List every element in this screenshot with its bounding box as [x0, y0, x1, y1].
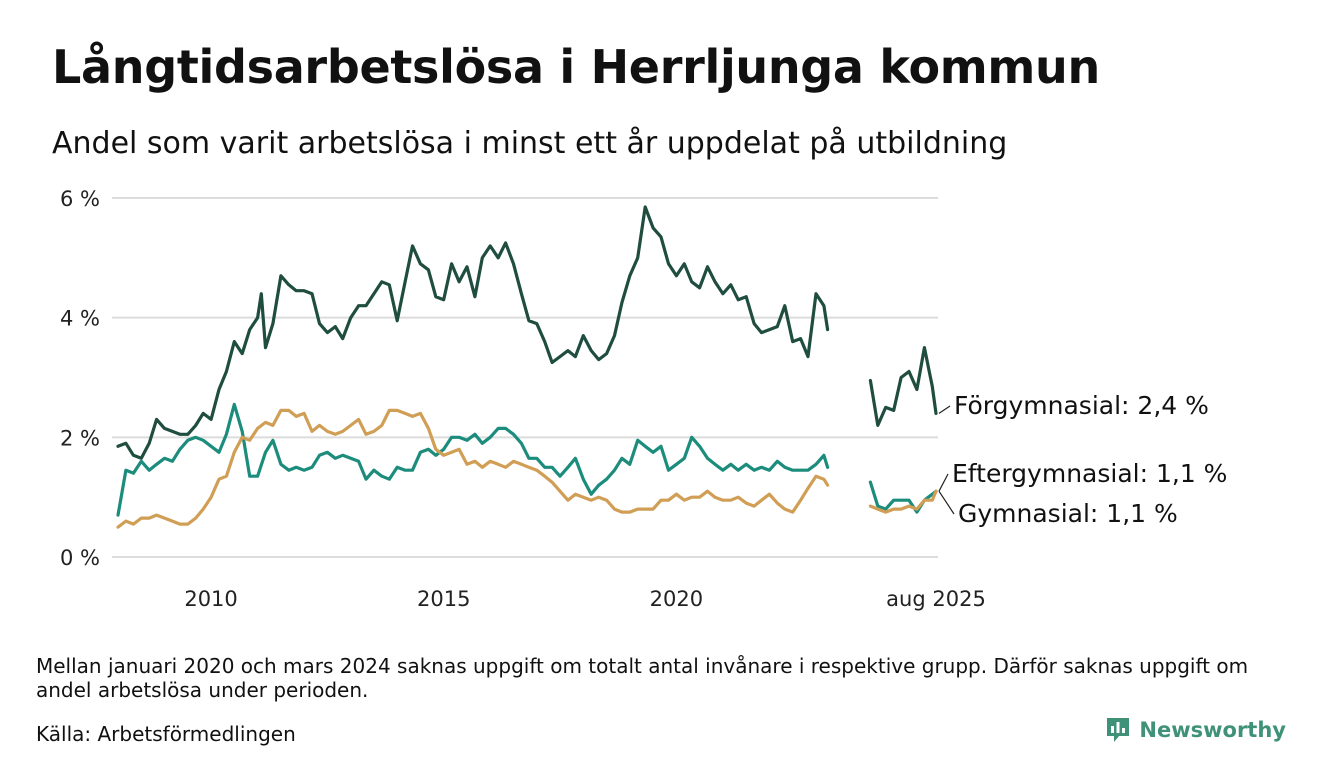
- y-axis-tick-labels: 0 % 2 % 4 % 6 %: [60, 187, 100, 570]
- series-line-eftergymnasial: [116, 402, 830, 517]
- series-line-förgymnasial: [116, 205, 830, 460]
- series-lines: [116, 205, 938, 529]
- y-tick-label: 6 %: [60, 187, 100, 211]
- y-tick-label: 2 %: [60, 426, 100, 450]
- x-tick-label: 2010: [184, 587, 237, 611]
- label-leader-line: [938, 490, 955, 515]
- series-end-label: Gymnasial: 1,1 %: [958, 499, 1178, 528]
- y-tick-label: 0 %: [60, 546, 100, 570]
- line-chart: 0 % 2 % 4 % 6 % 2010 2015 2020 aug 2025 Förgym…: [60, 187, 1227, 611]
- label-leader-line: [938, 405, 951, 414]
- x-tick-label: 2015: [417, 587, 470, 611]
- chart-subtitle: Andel som varit arbetslösa i minst ett å…: [52, 126, 1008, 161]
- series-end-label: Förgymnasial: 2,4 %: [954, 391, 1209, 420]
- series-line-eftergymnasial: [868, 480, 938, 514]
- source-credit: Källa: Arbetsförmedlingen: [36, 722, 296, 746]
- footnote: Mellan januari 2020 och mars 2024 saknas…: [36, 654, 1249, 702]
- bar-chart-icon: [1107, 718, 1130, 742]
- y-tick-label: 4 %: [60, 307, 100, 331]
- x-tick-label: 2020: [650, 587, 703, 611]
- x-axis-tick-labels: 2010 2015 2020 aug 2025: [184, 587, 985, 611]
- label-leader-line: [938, 473, 949, 492]
- x-tick-label: aug 2025: [886, 587, 986, 611]
- newsworthy-logo[interactable]: Newsworthy: [1105, 716, 1286, 744]
- series-end-label: Eftergymnasial: 1,1 %: [952, 459, 1227, 488]
- series-line-gymnasial: [116, 408, 830, 529]
- series-line-gymnasial: [868, 489, 938, 514]
- chart-title: Långtidsarbetslösa i Herrljunga kommun: [52, 40, 1100, 94]
- series-line-förgymnasial: [868, 346, 938, 427]
- gridlines: [112, 197, 938, 558]
- brand-name: Newsworthy: [1139, 718, 1286, 742]
- series-end-labels: Förgymnasial: 2,4 % Eftergymnasial: 1,1 %…: [938, 391, 1227, 528]
